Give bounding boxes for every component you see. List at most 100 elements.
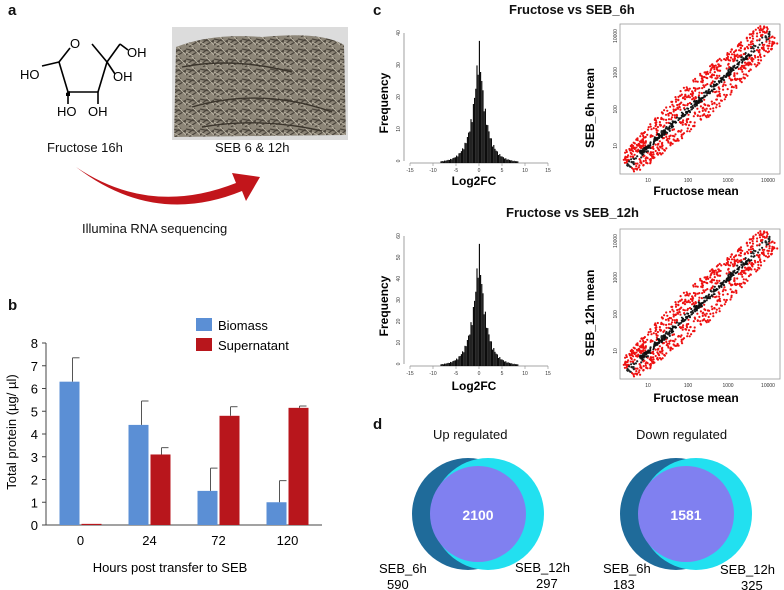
scatter-point — [730, 48, 733, 51]
scatter-point — [679, 94, 682, 97]
venn-down-overlap — [638, 466, 734, 562]
scatter-point — [745, 55, 748, 58]
scatter-12h: SEB_12h mean Fructose mean 10 100 1000 1000… — [583, 228, 781, 405]
scatter-point — [672, 315, 675, 318]
scatter-point — [730, 275, 733, 278]
scatter-x-tick-label: 10000 — [761, 383, 775, 389]
scatter-point — [683, 300, 686, 303]
scatter-point — [714, 91, 717, 94]
scatter-point — [710, 294, 713, 297]
scatter-point — [713, 276, 716, 279]
scatter-point — [658, 121, 661, 124]
scatter-point — [731, 263, 734, 266]
scatter-point — [652, 352, 655, 355]
scatter-point — [694, 282, 697, 285]
scatter-point — [677, 95, 680, 98]
scatter-point — [754, 250, 757, 253]
scatter-point — [667, 118, 671, 121]
scatter-point — [665, 330, 668, 334]
scatter-point — [668, 331, 671, 334]
scatter-point — [656, 133, 659, 136]
scatter-point — [634, 362, 637, 365]
scatter-point — [757, 251, 760, 254]
x-tick-label: 24 — [142, 533, 156, 548]
scatter-point — [685, 328, 688, 331]
scatter-point — [715, 74, 718, 77]
scatter-point — [767, 240, 771, 243]
scatter-point — [661, 141, 664, 144]
scatter-point — [645, 161, 648, 164]
scatter-point — [683, 107, 686, 110]
scatter-point — [637, 353, 640, 356]
scatter-point — [712, 288, 715, 291]
scatter-point — [659, 124, 663, 127]
scatter-point — [725, 76, 727, 79]
oh-right: OH — [113, 69, 133, 84]
scatter-point — [656, 136, 659, 139]
scatter-point — [664, 318, 668, 321]
scatter-point — [741, 270, 744, 273]
scatter-point — [770, 36, 773, 39]
scatter-point — [729, 83, 732, 86]
scatter-point — [644, 157, 647, 160]
scatter-point — [726, 260, 730, 263]
scatter-point — [693, 326, 696, 329]
scatter-point — [720, 286, 723, 288]
scatter-point — [722, 288, 725, 291]
scatter1-xlabel: Fructose mean — [653, 184, 738, 198]
scatter-point — [645, 145, 648, 148]
scatter-point — [720, 59, 723, 62]
scatter-point — [693, 121, 696, 124]
scatter-point — [674, 120, 677, 123]
hist-y-tick-label: 0 — [396, 159, 402, 162]
scatter-point — [766, 27, 769, 31]
scatter-point — [727, 72, 730, 75]
scatter-point — [699, 118, 703, 121]
scatter-point — [768, 40, 771, 43]
scatter-point — [635, 354, 638, 358]
scatter-point — [699, 105, 702, 108]
scatter-point — [751, 240, 754, 243]
scatter-point — [736, 77, 739, 81]
scatter-point — [654, 348, 657, 351]
scatter-point — [757, 58, 760, 62]
scatter-point — [752, 30, 755, 33]
scatter-x-tick-label: 100 — [684, 178, 693, 184]
scatter-point — [682, 291, 685, 294]
scatter-point — [703, 71, 706, 74]
scatter-point — [689, 121, 692, 124]
legend-swatch-supernatant — [196, 338, 212, 351]
scatter-point — [646, 355, 649, 358]
scatter-point — [677, 99, 680, 102]
scatter-point — [728, 258, 731, 261]
scatter-point — [757, 46, 760, 49]
scatter-point — [717, 86, 720, 89]
scatter-point — [766, 256, 769, 259]
scatter-x-tick-label: 1000 — [722, 383, 733, 389]
scatter-point — [733, 283, 737, 286]
venn-up-left-count: 590 — [387, 577, 409, 590]
scatter-point — [677, 130, 680, 133]
scatter-point — [724, 95, 727, 99]
scatter-point — [686, 315, 689, 318]
scatter-point — [736, 282, 739, 286]
scatter-point — [694, 89, 697, 92]
scatter-point — [696, 114, 699, 117]
scatter-point — [688, 306, 692, 310]
scatter-point — [719, 69, 722, 72]
scatter-point — [680, 116, 683, 119]
scatter-point — [739, 79, 742, 82]
x-tick-label: 72 — [211, 533, 225, 548]
scatter-point — [745, 278, 748, 281]
scatter-point — [665, 106, 668, 109]
scatter-point — [702, 84, 705, 87]
scatter-point — [633, 351, 636, 354]
scatter-point — [702, 75, 706, 79]
scatter-point — [758, 243, 761, 246]
scatter-point — [756, 32, 759, 35]
hist-y-tick-label: 40 — [396, 30, 402, 36]
scatter-point — [759, 34, 763, 38]
scatter-point — [764, 255, 768, 258]
scatter-point — [721, 290, 724, 293]
scatter-point — [761, 241, 764, 244]
